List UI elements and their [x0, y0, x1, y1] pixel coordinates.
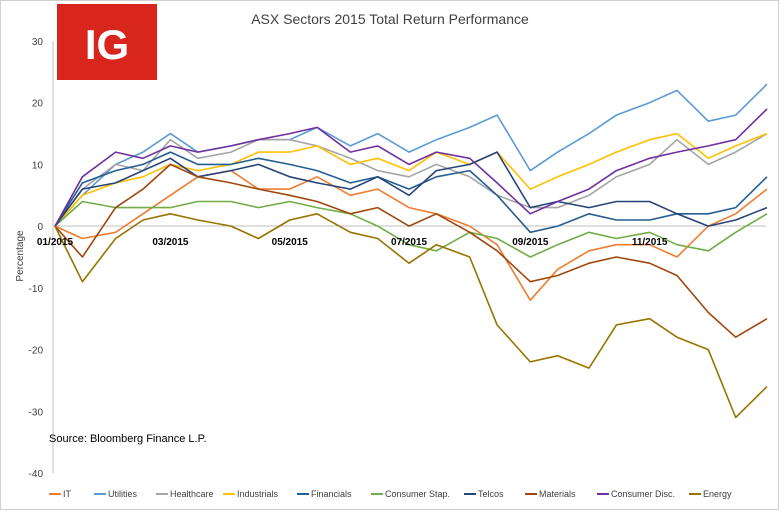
x-tick-labels: 01/2015 03/2015 05/2015 07/2015 09/2015 11/20…: [37, 237, 668, 248]
x-tick-label: 05/2015: [272, 237, 309, 248]
legend-label: Healthcare: [170, 489, 214, 499]
y-tick-label: 10: [32, 160, 44, 171]
ig-logo-background: [57, 4, 157, 80]
legend-label: Telcos: [478, 489, 504, 499]
y-axis-label: Percentage: [15, 230, 26, 282]
y-tick-label: -10: [29, 284, 44, 295]
series-line-materials: [54, 163, 768, 339]
series-line-healthcare: [54, 132, 768, 227]
legend: IT Utilities Healthcare Industrials Financia…: [49, 489, 732, 499]
ig-logo: IG: [57, 4, 157, 80]
source-note: Source: Bloomberg Finance L.P.: [49, 433, 207, 445]
series-line-industrials: [54, 132, 768, 227]
chart-title: ASX Sectors 2015 Total Return Performanc…: [251, 11, 529, 27]
legend-label: Financials: [311, 489, 352, 499]
legend-label: Utilities: [108, 489, 138, 499]
series-line-utilities: [54, 83, 768, 227]
y-tick-label: -20: [29, 346, 44, 357]
x-tick-label: 01/2015: [37, 237, 74, 248]
series-line-it: [54, 169, 768, 302]
y-tick-labels: 30 20 10 0 -10 -20 -30 -40: [29, 37, 44, 480]
series-line-financials: [54, 151, 768, 234]
x-tick-label: 07/2015: [391, 237, 428, 248]
legend-label: Materials: [539, 489, 576, 499]
legend-label: IT: [63, 489, 72, 499]
y-tick-label: -40: [29, 469, 44, 480]
legend-label: Consumer Disc.: [611, 489, 675, 499]
legend-label: Energy: [703, 489, 732, 499]
y-tick-label: -30: [29, 407, 44, 418]
series-lines: [54, 83, 768, 419]
series-line-consumer-stap: [54, 200, 768, 258]
series-line-energy: [54, 213, 768, 419]
series-line-telcos: [54, 151, 768, 227]
ig-logo-text: IG: [85, 21, 129, 68]
x-tick-label: 03/2015: [152, 237, 189, 248]
legend-label: Consumer Stap.: [385, 489, 450, 499]
y-tick-label: 20: [32, 99, 44, 110]
series-line-consumer-disc: [54, 108, 768, 227]
x-tick-label: 11/2015: [632, 237, 668, 248]
legend-label: Industrials: [237, 489, 279, 499]
y-tick-label: 30: [32, 37, 44, 48]
y-tick-label: 0: [37, 222, 43, 233]
x-tick-label: 09/2015: [512, 237, 549, 248]
